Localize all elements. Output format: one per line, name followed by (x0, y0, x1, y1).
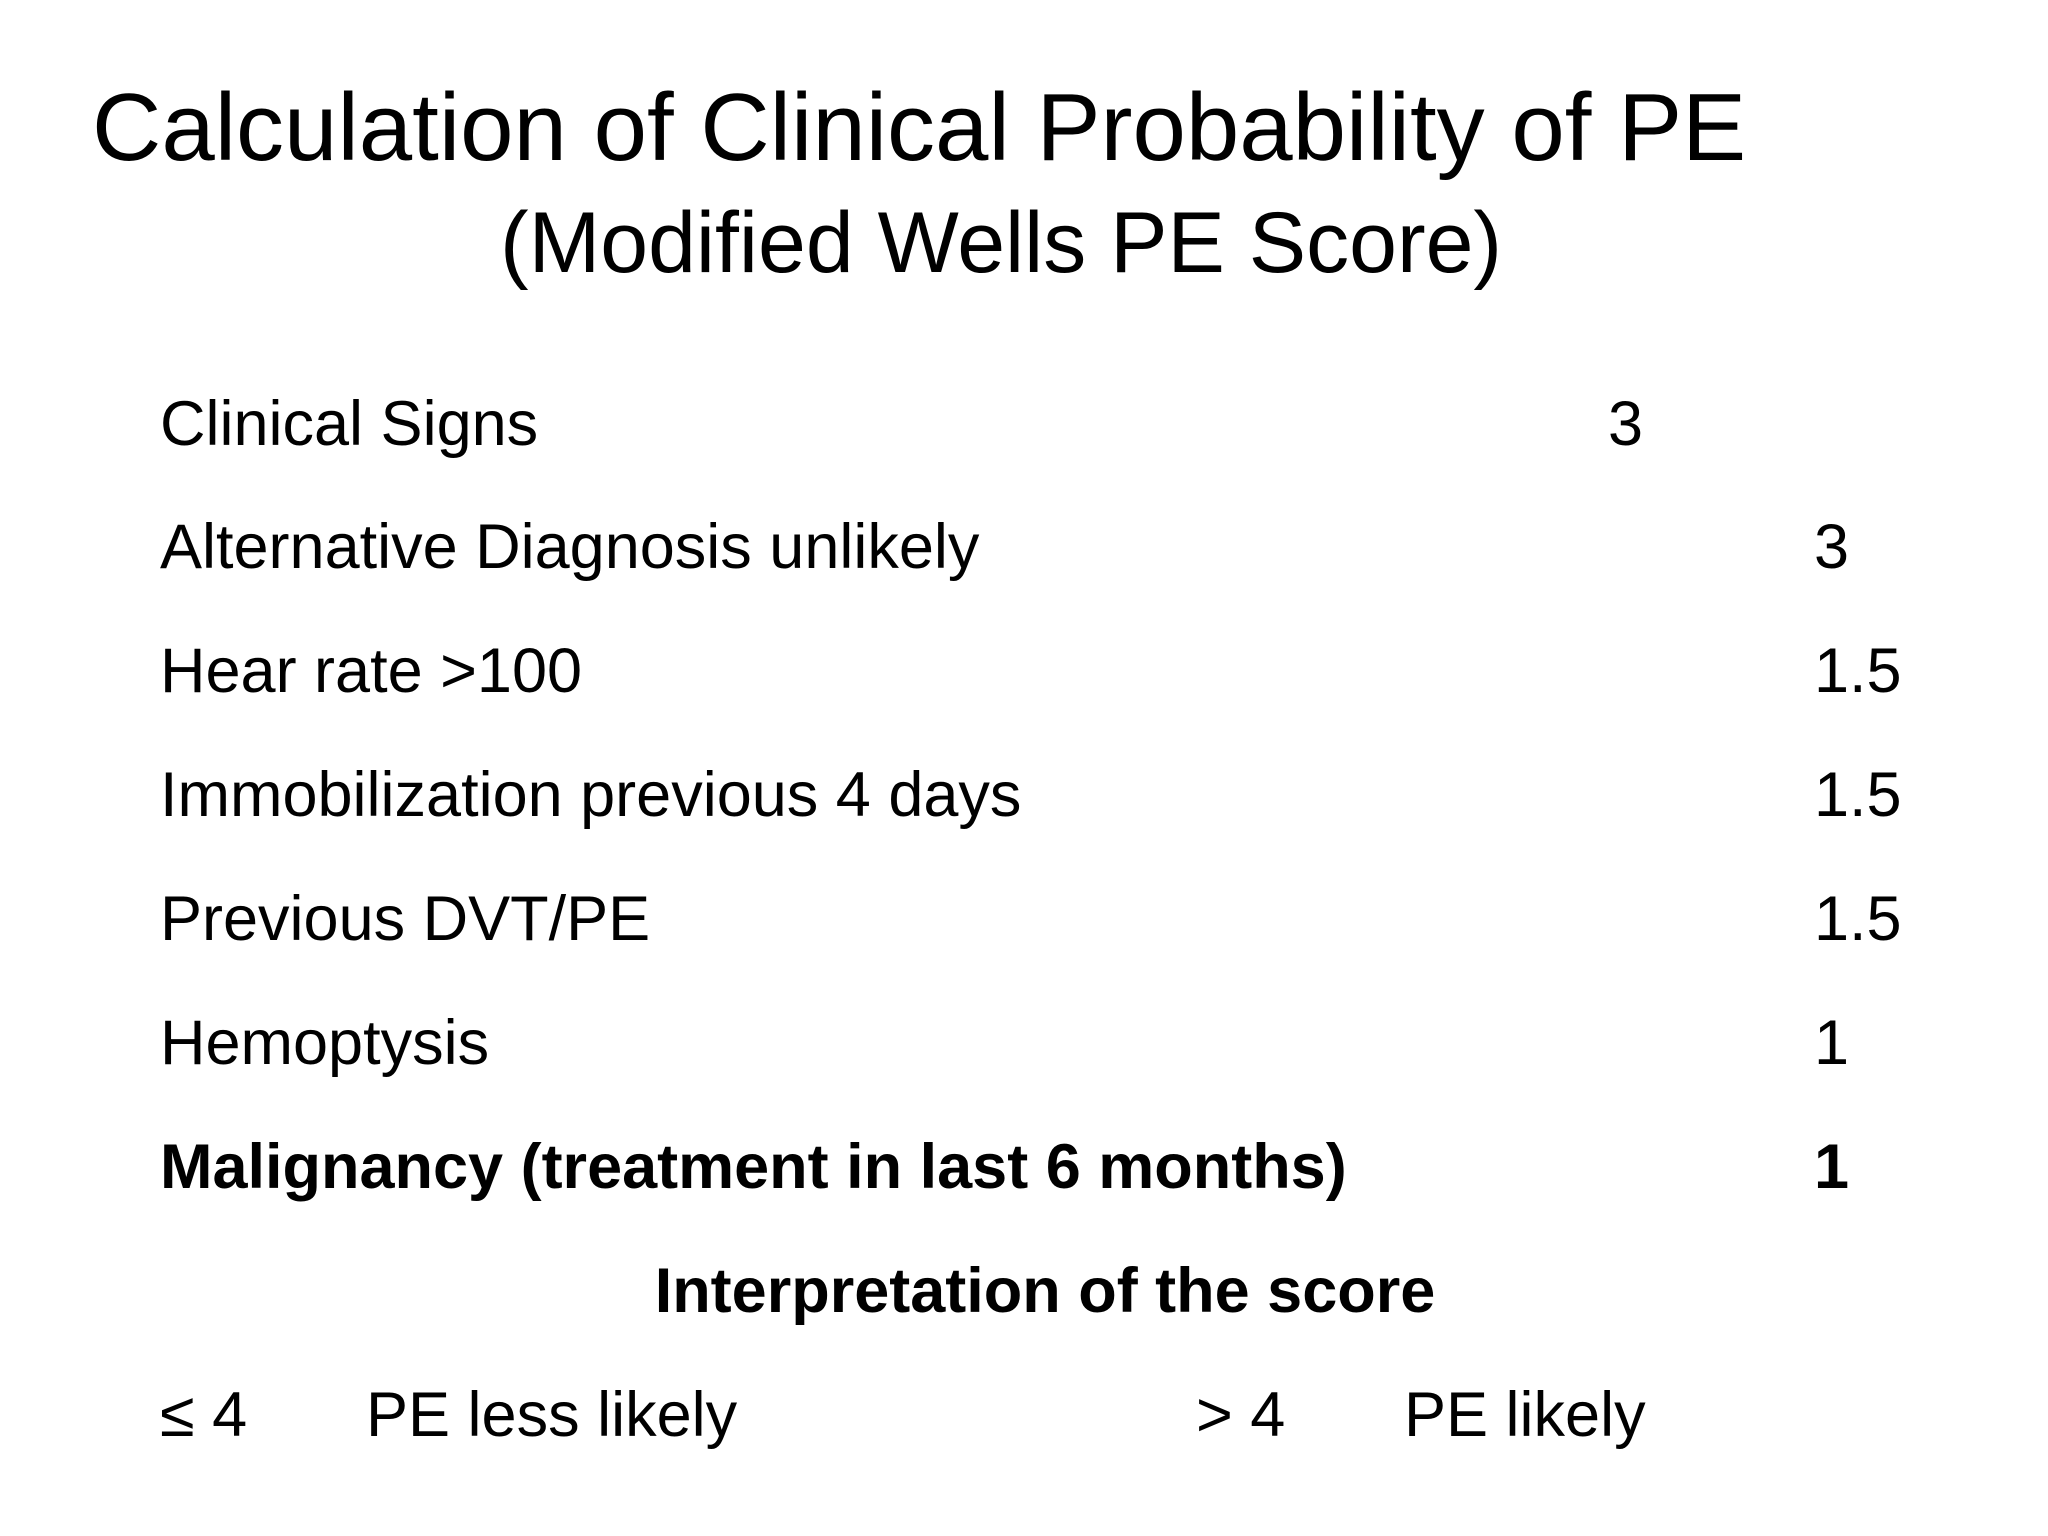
criterion-points: 3 (1814, 512, 1850, 582)
criterion-row: Alternative Diagnosis unlikely 3 (0, 516, 2048, 596)
criterion-points: 1 (1814, 1008, 1850, 1078)
criterion-points: 1 (1814, 1132, 1850, 1202)
high-interpretation: PE likely (1404, 1380, 1646, 1450)
criterion-label: Alternative Diagnosis unlikely (160, 512, 980, 582)
criterion-label: Hemoptysis (160, 1008, 490, 1078)
criterion-label: Immobilization previous 4 days (160, 760, 1022, 830)
criterion-row: Previous DVT/PE 1.5 (0, 888, 2048, 968)
slide-subtitle: (Modified Wells PE Score) (500, 195, 1503, 291)
high-threshold: > 4 (1196, 1380, 1286, 1450)
criterion-row: Hemoptysis 1 (0, 1012, 2048, 1092)
criterion-label: Clinical Signs (160, 389, 539, 459)
criterion-row: Hear rate >100 1.5 (0, 640, 2048, 720)
criterion-label: Previous DVT/PE (160, 884, 651, 954)
criterion-row: Immobilization previous 4 days 1.5 (0, 764, 2048, 844)
low-threshold: ≤ 4 (160, 1380, 248, 1450)
interpretation-row: ≤ 4 PE less likely > 4 PE likely (0, 1384, 2048, 1464)
criterion-row: Clinical Signs 3 (0, 393, 2048, 473)
criterion-label: Malignancy (treatment in last 6 months) (160, 1132, 1347, 1202)
criterion-row: Malignancy (treatment in last 6 months) … (0, 1136, 2048, 1216)
criterion-points: 1.5 (1814, 884, 1902, 954)
criterion-points: 3 (1608, 389, 1644, 459)
criterion-points: 1.5 (1814, 760, 1902, 830)
low-interpretation: PE less likely (366, 1380, 738, 1450)
interpretation-heading: Interpretation of the score (654, 1256, 1436, 1326)
criterion-points: 1.5 (1814, 636, 1902, 706)
criterion-label: Hear rate >100 (160, 636, 583, 706)
slide-title: Calculation of Clinical Probability of P… (92, 74, 1747, 181)
